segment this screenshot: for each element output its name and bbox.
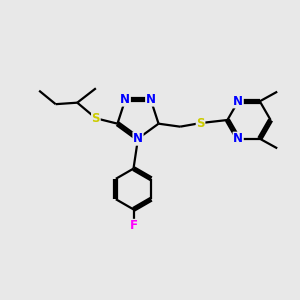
Text: N: N [133, 132, 143, 145]
Text: S: S [196, 117, 205, 130]
Text: S: S [92, 112, 100, 125]
Text: F: F [130, 219, 137, 232]
Text: N: N [146, 93, 156, 106]
Text: N: N [120, 93, 130, 106]
Text: N: N [233, 95, 243, 108]
Text: N: N [233, 132, 243, 145]
